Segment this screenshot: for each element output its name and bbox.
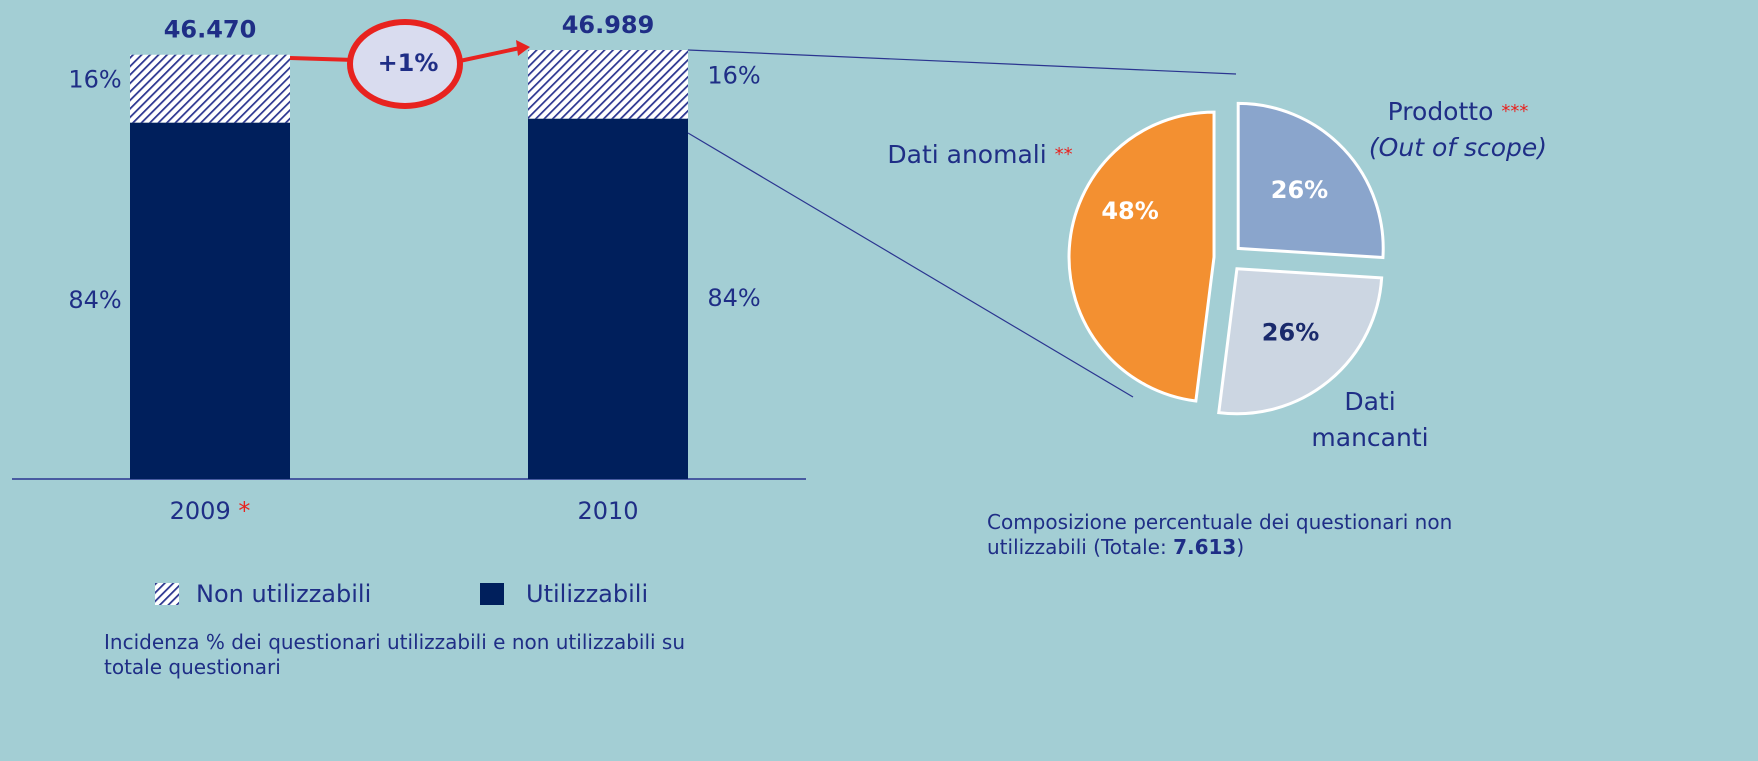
caption-text: ) bbox=[1236, 535, 1245, 559]
category-note: * bbox=[238, 497, 250, 525]
category-name: 2010 bbox=[577, 497, 638, 525]
slice-note: *** bbox=[1501, 101, 1529, 122]
zoom-line bbox=[687, 132, 1134, 398]
value-label: 84% bbox=[68, 286, 121, 314]
category-label: 2009 * bbox=[170, 497, 251, 525]
pie-slice bbox=[1067, 110, 1216, 403]
growth-badge bbox=[347, 19, 463, 109]
slice-sublabel: (Out of scope) bbox=[1368, 133, 1548, 162]
slice-label: Prodotto *** (Out of scope) bbox=[1328, 94, 1588, 166]
pie-caption: Composizione percentuale dei questionari… bbox=[987, 510, 1527, 560]
slice-name: Dati mancanti bbox=[1311, 387, 1429, 452]
bar-segment bbox=[528, 118, 688, 479]
slice-name: Prodotto bbox=[1387, 97, 1494, 126]
slice-value-label: 26% bbox=[1271, 176, 1328, 204]
total-label: 46.470 bbox=[164, 16, 257, 44]
arrow-head bbox=[516, 40, 530, 56]
growth-label: +1% bbox=[378, 49, 439, 77]
legend-swatch bbox=[480, 583, 504, 605]
total-label: 46.989 bbox=[562, 11, 655, 39]
value-label: 84% bbox=[707, 284, 760, 312]
bar-segment bbox=[528, 50, 688, 119]
slice-label: Dati mancanti bbox=[1300, 384, 1440, 456]
slice-value-label: 48% bbox=[1101, 197, 1158, 225]
category-name: 2009 bbox=[170, 497, 231, 525]
category-label: 2010 bbox=[577, 497, 638, 525]
value-label: 16% bbox=[68, 66, 121, 94]
zoom-line bbox=[687, 49, 1237, 75]
bar-caption: Incidenza % dei questionari utilizzabili… bbox=[104, 630, 686, 679]
caption-total: 7.613 bbox=[1173, 535, 1237, 559]
slice-name: Dati anomali bbox=[887, 140, 1047, 169]
slice-value-label: 26% bbox=[1262, 319, 1319, 347]
bar-segment bbox=[130, 122, 290, 479]
value-label: 16% bbox=[707, 61, 760, 89]
growth-arrow bbox=[289, 46, 521, 64]
legend-label: Utilizzabili bbox=[526, 580, 648, 608]
legend-label: Non utilizzabili bbox=[196, 580, 371, 608]
pie-slice bbox=[1236, 101, 1385, 260]
slice-note: ** bbox=[1054, 144, 1073, 165]
slice-label: Dati anomali ** bbox=[850, 137, 1110, 173]
pie-slice bbox=[1217, 267, 1384, 416]
legend-swatch bbox=[155, 583, 179, 605]
bar-segment bbox=[130, 54, 290, 123]
caption-text: Composizione percentuale dei questionari… bbox=[987, 510, 1453, 559]
